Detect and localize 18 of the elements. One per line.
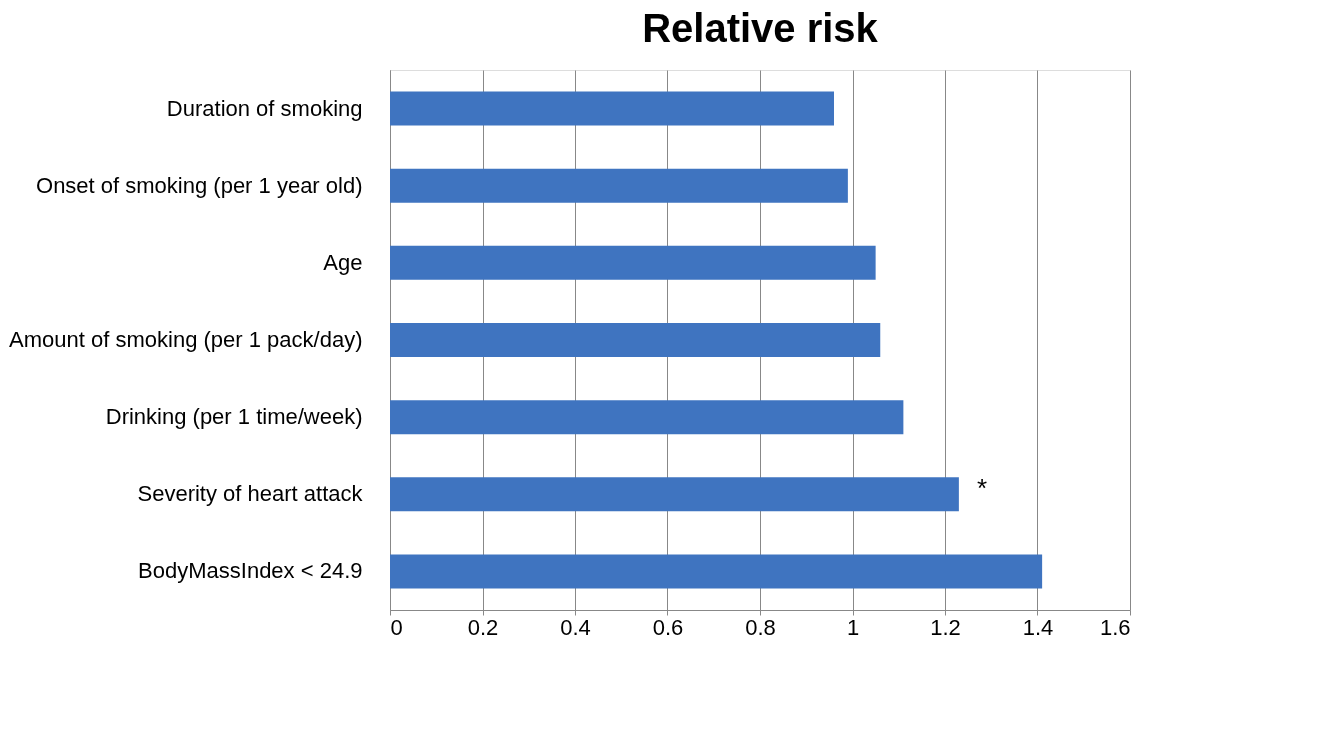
x-tick-label: 0.6 bbox=[652, 614, 684, 640]
chart-title: Relative risk bbox=[642, 6, 879, 50]
x-tick-label: 0.2 bbox=[467, 614, 499, 640]
x-tick-label: 1 bbox=[846, 614, 860, 640]
annotation: * bbox=[976, 472, 988, 503]
x-tick-label: 0.4 bbox=[560, 614, 591, 640]
y-tick-label: Amount of smoking (per 1 pack/day) bbox=[9, 327, 363, 352]
y-tick-label: BodyMassIndex < 24.9 bbox=[138, 558, 363, 584]
x-tick-label: 1.2 bbox=[930, 614, 961, 640]
y-tick-label: Drinking (per 1 time/week) bbox=[105, 404, 363, 430]
y-tick-label: Age bbox=[323, 249, 363, 275]
x-tick-label: 0.8 bbox=[745, 614, 776, 640]
y-tick-label: Duration of smoking bbox=[166, 95, 363, 121]
y-tick-label: Onset of smoking (per 1 year old) bbox=[36, 172, 363, 198]
x-tick-label: 1.4 bbox=[1022, 614, 1054, 640]
x-tick-label: 1.6 bbox=[1099, 614, 1131, 640]
x-tick-label: 0 bbox=[390, 614, 403, 640]
y-tick-label: Severity of heart attack bbox=[137, 481, 364, 507]
